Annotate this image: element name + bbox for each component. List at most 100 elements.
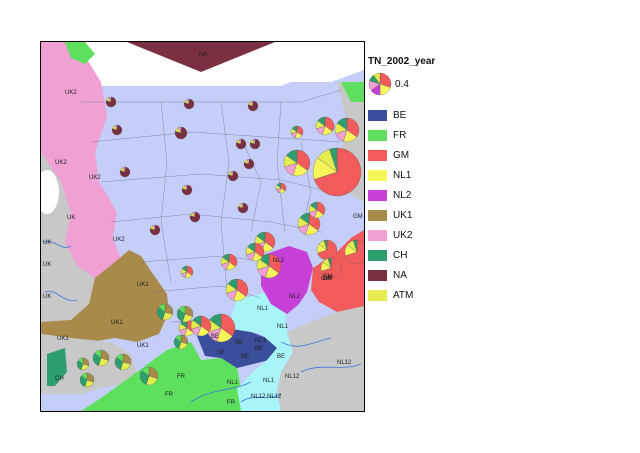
map-legend: TN_2002_year 0.4 BE FR GM NL1 NL2 UK1 UK… xyxy=(368,56,488,307)
pie-slice xyxy=(249,138,261,150)
source-pie-chart xyxy=(76,357,90,371)
pie-slice xyxy=(296,149,311,171)
region-label: NL12 xyxy=(267,394,282,400)
legend-size-pie xyxy=(368,72,392,96)
source-pie-chart xyxy=(119,166,131,178)
region-label: UK xyxy=(43,240,51,246)
region-label: NL1 xyxy=(255,338,267,344)
pie-slice xyxy=(209,313,222,329)
pie-slice xyxy=(116,353,124,363)
ch-region xyxy=(47,348,67,386)
pie-slice xyxy=(299,212,310,225)
source-pie-chart xyxy=(283,149,311,177)
source-pie-chart xyxy=(156,303,174,321)
region-label: UK2 xyxy=(65,90,77,96)
region-label: BE xyxy=(241,354,249,360)
source-pie-chart xyxy=(111,124,123,136)
region-label: NL12 xyxy=(337,360,352,366)
legend-swatch xyxy=(368,149,387,161)
region-label: FR xyxy=(165,392,174,398)
map-frame[interactable]: NA UK2 UK2 UK2 UK2 UK UK UK UK UK1 UK1 U… xyxy=(40,41,365,412)
source-pie-chart xyxy=(247,100,259,112)
pie-slice xyxy=(276,182,282,189)
legend-label: FR xyxy=(393,129,407,141)
legend-label: NL1 xyxy=(393,169,412,181)
pie-slice xyxy=(105,96,117,108)
pie-slice xyxy=(111,124,123,136)
pie-slice xyxy=(317,116,326,127)
uk1-region xyxy=(41,250,169,342)
pie-slice xyxy=(222,253,230,263)
pie-slice xyxy=(181,184,193,196)
region-label: NL1 xyxy=(263,378,275,384)
source-pie-chart xyxy=(237,202,249,214)
land-green-right xyxy=(341,82,364,102)
source-pie-chart xyxy=(368,72,392,96)
legend-items: BE FR GM NL1 NL2 UK1 UK2 CH NA ATM xyxy=(368,107,488,303)
pie-slice xyxy=(174,126,188,140)
pie-slice xyxy=(337,117,348,131)
source-pie-chart xyxy=(245,242,265,262)
pie-slice xyxy=(177,126,182,134)
source-pie-chart xyxy=(275,182,287,194)
pie-slice xyxy=(286,149,298,164)
source-pie-chart xyxy=(290,125,304,139)
pie-slice xyxy=(122,166,126,173)
pie-slice xyxy=(310,201,318,211)
region-label: FR xyxy=(177,374,186,380)
region-label: SE xyxy=(217,350,225,356)
pie-slice xyxy=(183,98,195,110)
source-pie-chart xyxy=(243,158,255,170)
region-label: BE xyxy=(235,340,243,346)
region-label: NL2 xyxy=(273,258,285,264)
pie-slice xyxy=(329,147,338,173)
source-pie-chart xyxy=(256,253,282,279)
pie-slice xyxy=(149,224,161,236)
region-label: UK xyxy=(43,262,51,268)
legend-item: NA xyxy=(368,267,488,283)
legend-label: ATM xyxy=(393,289,414,301)
source-pie-chart xyxy=(190,315,212,337)
region-label: BE xyxy=(277,354,285,360)
source-pie-chart xyxy=(225,278,249,302)
source-pie-chart xyxy=(139,366,159,386)
inlet-white xyxy=(41,170,59,214)
legend-swatch xyxy=(368,169,387,181)
source-pie-chart xyxy=(173,334,189,350)
source-pie-chart xyxy=(79,372,95,388)
legend-swatch xyxy=(368,109,387,121)
source-pie-chart xyxy=(315,116,335,136)
region-label: UK2 xyxy=(55,160,67,166)
source-pie-chart xyxy=(308,201,326,219)
pie-slice xyxy=(268,253,282,274)
region-label: UK xyxy=(43,294,51,300)
pie-slice xyxy=(200,315,212,333)
pie-slice xyxy=(246,158,250,165)
region-label: UK1 xyxy=(57,336,69,342)
pie-slice xyxy=(227,170,239,182)
region-label: UK1 xyxy=(137,282,149,288)
map-canvas[interactable]: NA UK2 UK2 UK2 UK2 UK UK UK UK UK1 UK1 U… xyxy=(41,42,364,411)
pie-slice xyxy=(178,305,186,315)
rivers xyxy=(42,240,362,403)
pie-slice xyxy=(240,202,244,209)
legend-size-row: 0.4 xyxy=(368,71,488,97)
region-labels: NA UK2 UK2 UK2 UK2 UK UK UK UK UK1 UK1 U… xyxy=(43,52,363,406)
legend-swatch xyxy=(368,249,387,261)
nl12-region xyxy=(277,306,364,411)
pie-slice xyxy=(256,231,266,243)
source-pie-chart xyxy=(220,253,238,271)
pie-slice xyxy=(158,303,166,313)
pie-slice xyxy=(250,100,254,107)
region-label: UK2 xyxy=(89,175,101,181)
legend-title: TN_2002_year xyxy=(368,56,436,67)
region-label: GM xyxy=(353,214,363,220)
source-pie-chart xyxy=(176,305,194,323)
source-pie-chart xyxy=(92,349,110,367)
source-pie-chart xyxy=(114,353,132,371)
region-label: UK xyxy=(67,215,75,221)
region-label: GM xyxy=(323,276,333,282)
region-label: NL12 xyxy=(251,394,266,400)
pie-slice xyxy=(227,278,238,291)
pie-slice xyxy=(353,239,358,253)
